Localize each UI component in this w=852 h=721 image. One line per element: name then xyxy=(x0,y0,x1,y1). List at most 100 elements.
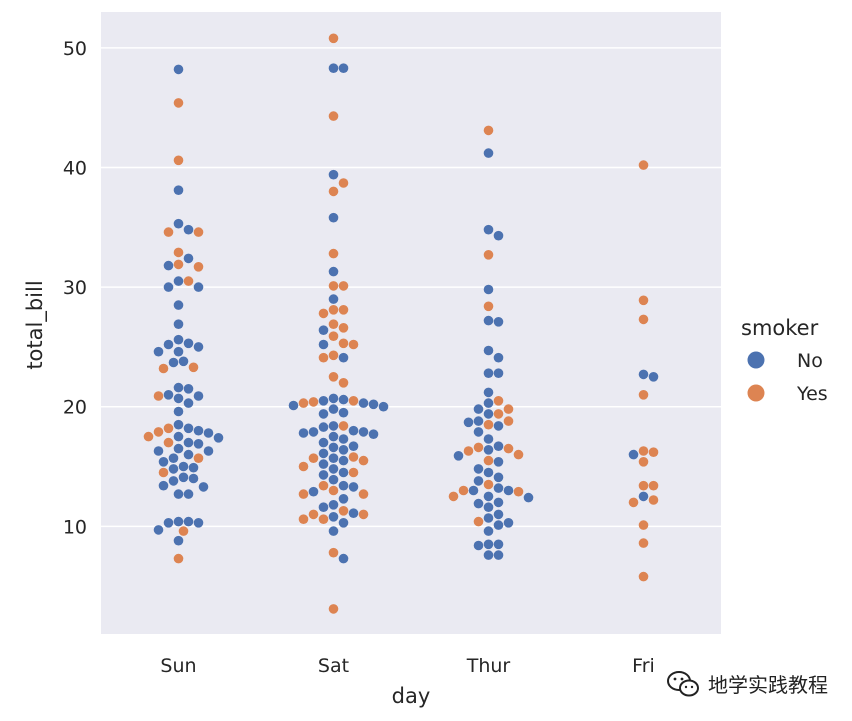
data-point-no xyxy=(188,473,199,484)
data-point-no xyxy=(483,387,494,398)
data-point-yes xyxy=(338,305,349,315)
data-point-yes xyxy=(338,281,349,291)
legend: smoker No Yes xyxy=(741,316,828,405)
data-point-no xyxy=(483,467,494,478)
data-point-no xyxy=(493,230,504,241)
data-point-no xyxy=(173,431,184,442)
data-point-no xyxy=(483,315,494,326)
data-point-no xyxy=(173,218,184,229)
data-point-no xyxy=(193,391,204,401)
data-point-no xyxy=(318,422,329,432)
data-point-no xyxy=(193,342,204,352)
data-point-yes xyxy=(338,338,349,349)
data-point-yes xyxy=(638,520,649,530)
data-point-no xyxy=(338,467,349,478)
data-point-yes xyxy=(193,453,204,464)
data-point-no xyxy=(483,224,494,235)
data-point-no xyxy=(483,398,494,408)
data-point-yes xyxy=(318,514,329,524)
data-point-no xyxy=(483,345,494,356)
data-point-yes xyxy=(463,446,474,456)
data-point-no xyxy=(648,372,659,382)
data-point-yes xyxy=(358,455,369,466)
data-point-yes xyxy=(638,390,649,400)
legend-label: Yes xyxy=(796,383,828,405)
data-point-no xyxy=(193,518,204,528)
data-point-no xyxy=(168,464,179,474)
data-point-no xyxy=(328,464,339,474)
data-point-no xyxy=(468,485,479,496)
data-point-yes xyxy=(638,480,649,491)
data-point-no xyxy=(173,406,184,417)
data-point-no xyxy=(483,148,494,158)
plot-background xyxy=(101,12,721,634)
data-point-no xyxy=(183,338,194,349)
data-point-yes xyxy=(458,485,469,496)
data-point-no xyxy=(338,445,349,455)
data-point-yes xyxy=(338,506,349,516)
data-point-yes xyxy=(358,489,369,499)
data-point-yes xyxy=(448,491,459,502)
data-point-no xyxy=(483,409,494,419)
data-point-yes xyxy=(173,155,184,166)
data-point-yes xyxy=(308,453,319,464)
data-point-yes xyxy=(483,479,494,490)
x-tick-label: Thur xyxy=(466,655,511,677)
data-point-yes xyxy=(638,160,649,170)
legend-title: smoker xyxy=(741,316,819,340)
data-point-yes xyxy=(338,421,349,431)
data-point-yes xyxy=(328,319,339,330)
data-point-yes xyxy=(473,442,484,453)
data-point-no xyxy=(338,518,349,528)
data-point-no xyxy=(348,508,359,518)
data-point-no xyxy=(378,401,389,412)
data-point-no xyxy=(328,453,339,464)
data-point-no xyxy=(328,393,339,404)
data-point-yes xyxy=(628,497,639,508)
watermark: 地学实践教程 xyxy=(666,669,828,698)
data-point-no xyxy=(163,390,174,400)
data-point-yes xyxy=(318,480,329,491)
data-point-no xyxy=(473,404,484,414)
data-point-yes xyxy=(503,404,514,414)
legend-label: No xyxy=(797,350,823,372)
data-point-yes xyxy=(143,431,154,442)
data-point-yes xyxy=(153,391,164,401)
data-point-yes xyxy=(348,396,359,406)
data-point-no xyxy=(288,400,299,411)
data-point-no xyxy=(178,356,189,367)
data-point-no xyxy=(318,325,329,336)
data-point-yes xyxy=(328,248,339,259)
data-point-yes xyxy=(638,457,649,467)
data-point-no xyxy=(483,368,494,379)
data-point-yes xyxy=(173,98,184,108)
data-point-no xyxy=(173,393,184,404)
y-axis-label: total_bill xyxy=(23,280,48,369)
data-point-yes xyxy=(328,281,339,291)
data-point-no xyxy=(173,334,184,345)
data-point-no xyxy=(473,464,484,474)
data-point-yes xyxy=(163,423,174,434)
data-point-no xyxy=(368,429,379,440)
data-point-no xyxy=(483,539,494,550)
data-point-yes xyxy=(183,276,194,286)
data-point-no xyxy=(173,382,184,393)
data-point-no xyxy=(183,384,194,394)
data-point-no xyxy=(173,443,184,454)
data-point-no xyxy=(173,516,184,527)
data-point-yes xyxy=(328,33,339,44)
data-point-yes xyxy=(193,227,204,237)
data-point-no xyxy=(338,352,349,363)
data-point-yes xyxy=(493,396,504,406)
data-point-no xyxy=(348,482,359,492)
data-point-no xyxy=(168,476,179,486)
data-point-no xyxy=(503,518,514,528)
data-point-yes xyxy=(638,314,649,325)
data-point-no xyxy=(328,526,339,536)
data-point-no xyxy=(328,169,339,180)
data-point-no xyxy=(183,224,194,235)
data-point-no xyxy=(483,526,494,536)
data-point-yes xyxy=(503,443,514,454)
legend-marker xyxy=(747,351,765,369)
